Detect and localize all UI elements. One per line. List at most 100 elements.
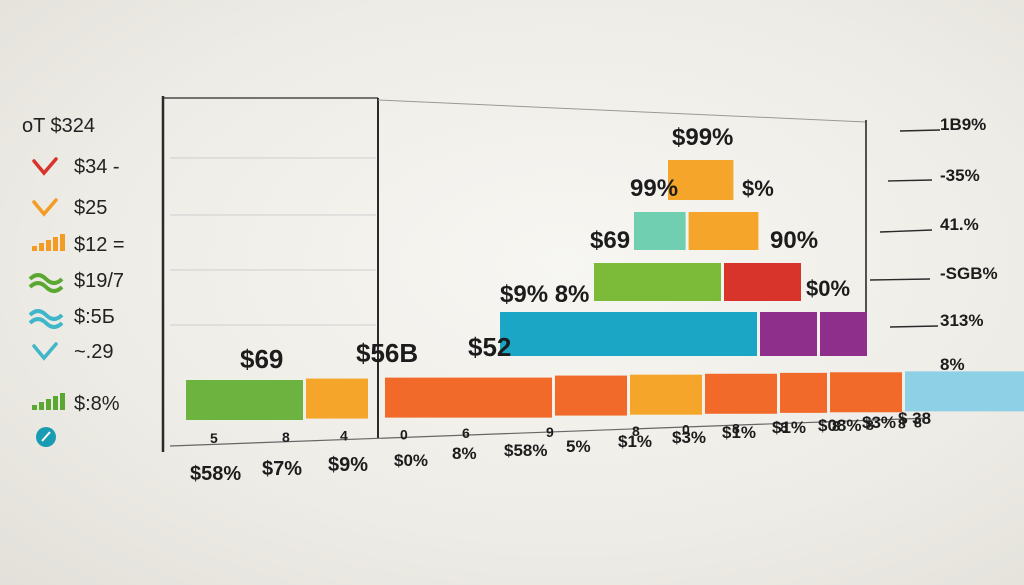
wave-teal-icon <box>28 309 64 329</box>
tick-mark-label: 0 <box>400 426 408 442</box>
legend-item: ~.29 <box>32 341 113 363</box>
x-axis-label: 8% <box>452 444 477 463</box>
right-axis-label: -SGB% <box>940 264 998 283</box>
annotation-left-1: 99% <box>630 175 678 202</box>
right-axis-ticks <box>869 129 941 328</box>
tick-mark-label: 8 <box>898 416 906 432</box>
x-axis-label: $1% <box>722 423 756 442</box>
bar-segment <box>500 312 757 356</box>
annotation-top: $99% <box>672 124 733 151</box>
annotation-left-2: $69 <box>590 227 630 254</box>
wave-green-icon <box>28 273 64 293</box>
right-tick <box>879 229 933 233</box>
bar-segment <box>385 377 552 418</box>
right-tick <box>899 129 941 132</box>
bar-row <box>500 312 867 356</box>
right-axis-label: 313% <box>940 311 983 330</box>
annotation-right-2: 90% <box>770 227 818 254</box>
annotation-right-1: $% <box>742 176 774 201</box>
legend-item: $:5Б <box>28 306 115 329</box>
bar-segment <box>705 373 777 414</box>
bars <box>186 160 1024 420</box>
legend-label: $25 <box>74 197 107 219</box>
grid-lines <box>170 157 376 326</box>
tick-mark-label: 8 <box>780 419 788 435</box>
bar-segment <box>820 312 867 356</box>
bar-segment <box>594 263 721 301</box>
annotation-bottom-3: $52 <box>468 332 511 362</box>
check-orange-icon <box>32 198 58 217</box>
right-tick <box>889 325 939 328</box>
annotation-right-3: $0% <box>806 276 850 301</box>
legend-item: $12 = <box>32 234 125 256</box>
legend: oT $324 $34 - $25 $12 = $19/7 $:5Б ~.29 $:8% <box>22 115 125 447</box>
right-axis-label: 1B9% <box>940 115 986 134</box>
baseline <box>169 417 931 447</box>
legend-label: $:5Б <box>74 306 115 328</box>
bar-segment <box>668 160 734 200</box>
tick-mark-label: 8 <box>866 417 874 433</box>
check-red-icon <box>32 157 58 176</box>
bars-orange-icon <box>32 234 65 251</box>
legend-label: ~.29 <box>74 341 113 363</box>
bar-segment <box>634 212 686 250</box>
tick-mark-label: 8 <box>832 418 840 434</box>
legend-item: $25 <box>32 197 107 219</box>
x-axis-label: $08% <box>818 416 861 435</box>
right-axis-label: -35% <box>940 166 980 185</box>
tick-mark-label: 0 <box>682 422 690 438</box>
annotation-bottom-1: $69 <box>240 344 283 374</box>
right-axis-label: 41.% <box>940 215 979 234</box>
tick-mark-label: 5 <box>210 430 218 446</box>
legend-items: $34 - $25 $12 = $19/7 $:5Б ~.29 $:8% <box>28 156 125 447</box>
x-axis-label: $9% <box>328 454 368 476</box>
circle-teal-icon <box>36 427 56 447</box>
legend-header: oT $324 <box>22 115 95 137</box>
bar-segment <box>630 374 702 415</box>
x-axis-label: $58% <box>190 463 241 485</box>
legend-label: $34 - <box>74 156 120 178</box>
legend-label: $19/7 <box>74 270 124 292</box>
bar-segment <box>905 371 1024 412</box>
annotation-left-3: $9% 8% <box>500 281 589 308</box>
x-axis-label: $1% <box>772 418 806 437</box>
x-axis-label: $0% <box>394 451 428 470</box>
bar-segment <box>306 378 368 419</box>
legend-item: $34 - <box>32 156 120 178</box>
bar-row <box>594 263 801 301</box>
tick-mark-label: 8 <box>632 423 640 439</box>
x-axis-label: $3% <box>862 413 896 432</box>
bar-segment <box>555 375 627 416</box>
bar-segment <box>724 263 801 301</box>
right-tick <box>887 179 933 182</box>
bar-row <box>668 160 734 200</box>
tick-mark-label: 9 <box>546 424 554 440</box>
bar-segment <box>186 380 303 420</box>
bar-segment <box>830 372 902 413</box>
chart-frame <box>161 96 931 452</box>
legend-label: $12 = <box>74 234 125 256</box>
check-teal-icon <box>32 342 58 361</box>
bar-segment <box>780 372 827 413</box>
legend-item: $:8% <box>32 393 120 415</box>
tick-mark-label: 6 <box>462 425 470 441</box>
annotations: $99% 99% $% $69 90% $9% 8% $0% $69 $56B … <box>240 124 850 374</box>
right-axis-label: 8% <box>940 355 965 374</box>
bar-segment <box>688 212 759 250</box>
bars-green-icon <box>32 393 65 410</box>
bar-row <box>186 371 1024 420</box>
x-axis-label: $1% <box>618 432 652 451</box>
x-axis-label: $7% <box>262 458 302 480</box>
top-border-right <box>377 99 867 123</box>
x-axis-label: $58% <box>504 441 547 460</box>
legend-label: $:8% <box>74 393 120 415</box>
x-axis-label: 5% <box>566 437 591 456</box>
legend-item: $19/7 <box>28 270 124 293</box>
legend-item <box>36 427 56 447</box>
tick-mark-label: 8 <box>732 420 740 436</box>
x-axis-labels: $58% $7% $9% $0% 8% $58% 5% $1% $3% $1% $1% $08% $3%… <box>190 409 931 485</box>
tick-mark-label: 8 <box>914 414 922 430</box>
tick-mark-label: 8 <box>282 429 290 445</box>
